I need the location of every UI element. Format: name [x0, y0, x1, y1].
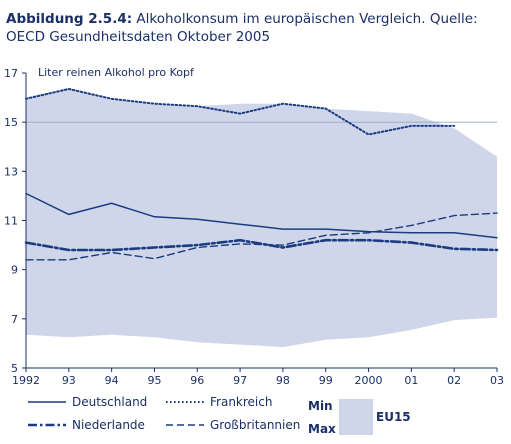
series-line-großbritannien — [25, 212, 498, 261]
eu15-band — [26, 87, 497, 348]
axis-layer: 5 7 9 11 13 15 17 1992 93 94 95 96 97 98 99 2000 01 02 03 — [4, 67, 504, 387]
legend-band-swatch — [339, 399, 373, 435]
x-tick-label: 97 — [233, 374, 247, 387]
band-layer — [26, 87, 497, 348]
series-line-frankreich — [25, 87, 456, 136]
x-tick-label: 1992 — [12, 374, 40, 387]
y-tick-label: 7 — [11, 313, 18, 326]
x-tick-label: 01 — [404, 374, 418, 387]
y-tick-label: 17 — [4, 67, 18, 80]
series-layer — [24, 87, 499, 261]
x-tick-label: 96 — [190, 374, 204, 387]
figure-caption: Alkoholkonsum im europäischen Vergleich.… — [6, 11, 478, 45]
legend-label-niederlande: Niederlande — [72, 418, 145, 432]
x-tick-label: 02 — [447, 374, 461, 387]
series-line-deutschland — [25, 192, 498, 239]
figure-title: Abbildung 2.5.4: Alkoholkonsum im europä… — [6, 10, 506, 46]
y-tick-label: 15 — [4, 116, 18, 129]
y-unit-label: Liter reinen Alkohol pro Kopf — [38, 66, 195, 79]
legend-label-frankreich: Frankreich — [210, 395, 272, 409]
x-tick-label: 95 — [147, 374, 161, 387]
y-tick-label: 13 — [4, 165, 18, 178]
legend: Deutschland Frankreich Niederlande Großbrit… — [28, 395, 411, 436]
legend-min-label: Min — [308, 399, 333, 413]
figure-number: Abbildung 2.5.4: — [6, 11, 133, 27]
x-tick-label: 99 — [319, 374, 333, 387]
x-tick-label: 03 — [490, 374, 504, 387]
x-tick-label: 98 — [276, 374, 290, 387]
legend-label-großbritannien: Großbritannien — [210, 418, 300, 432]
legend-label-deutschland: Deutschland — [72, 395, 147, 409]
x-tick-label: 94 — [105, 374, 119, 387]
y-tick-label: 11 — [4, 215, 18, 228]
legend-max-label: Max — [308, 422, 336, 436]
x-tick-label: 93 — [62, 374, 76, 387]
y-tick-label: 5 — [11, 362, 18, 375]
legend-band-label: EU15 — [376, 410, 411, 424]
y-tick-label: 9 — [11, 264, 18, 277]
x-tick-label: 2000 — [355, 374, 383, 387]
